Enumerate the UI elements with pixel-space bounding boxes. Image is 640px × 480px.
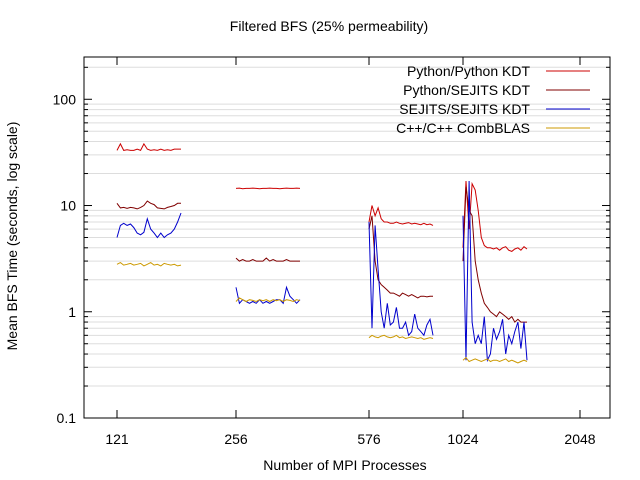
series-line <box>235 257 300 262</box>
series <box>116 186 527 323</box>
legend-label: Python/Python KDT <box>407 63 530 79</box>
series-line <box>368 205 434 226</box>
series <box>116 142 528 252</box>
series-line <box>235 285 301 305</box>
x-tick-label: 121 <box>105 431 129 447</box>
y-tick-label: 10 <box>60 198 76 214</box>
x-tick-label: 1024 <box>447 431 478 447</box>
series-line <box>368 334 434 340</box>
x-tick-label: 2048 <box>564 431 595 447</box>
series-line <box>116 262 182 267</box>
legend-label: SEJITS/SEJITS KDT <box>399 101 530 117</box>
series-line <box>368 221 434 337</box>
x-tick-label: 256 <box>224 431 248 447</box>
x-axis-label: Number of MPI Processes <box>263 457 426 473</box>
series-line <box>235 297 301 303</box>
axis-ticks: 0.1 1 10 100 121 256 576 1024 2048 <box>53 57 610 447</box>
series-line <box>462 356 528 364</box>
series-line <box>368 215 433 299</box>
series <box>116 262 528 364</box>
y-tick-label: 0.1 <box>57 410 77 426</box>
series-line <box>116 212 182 239</box>
series <box>116 180 528 363</box>
legend: Python/Python KDT Python/SEJITS KDT SEJITS… <box>396 63 590 136</box>
series-line <box>462 180 528 363</box>
series-line <box>462 180 528 252</box>
legend-label: C++/C++ CombBLAS <box>396 120 530 136</box>
grid <box>84 66 610 387</box>
series-line <box>462 186 527 323</box>
legend-label: Python/SEJITS KDT <box>403 82 530 98</box>
y-axis-label: Mean BFS Time (seconds, log scale) <box>4 122 20 351</box>
series-line <box>116 142 181 152</box>
series-line <box>235 187 301 190</box>
y-tick-label: 1 <box>68 304 76 320</box>
x-tick-label: 576 <box>357 431 381 447</box>
y-tick-label: 100 <box>53 91 77 107</box>
series-line <box>116 200 181 210</box>
chart-title: Filtered BFS (25% permeability) <box>230 18 428 34</box>
series-layer <box>116 142 528 364</box>
